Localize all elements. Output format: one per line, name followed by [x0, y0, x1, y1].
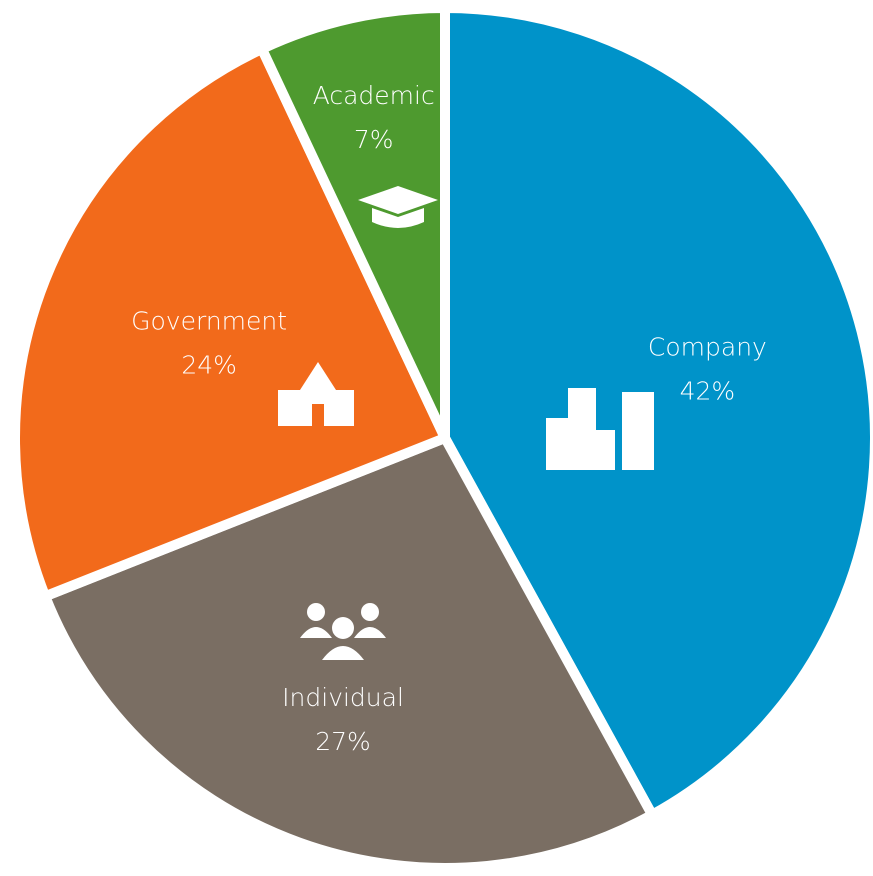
icons: [278, 186, 654, 660]
individual-icon: [300, 603, 386, 660]
pie-slice: [440, 3, 873, 820]
government-icon: [278, 362, 354, 426]
slice-value: 42%: [680, 377, 736, 406]
slice-value: 24%: [181, 351, 237, 380]
slice-label: Government: [131, 307, 287, 336]
pie: [10, 3, 873, 873]
labels: Company 42% Individual 27% Government 24% Acad…: [131, 81, 767, 756]
academic-icon: [358, 186, 438, 228]
pie-slice: [10, 43, 450, 602]
slice-label: Individual: [282, 683, 404, 712]
company-icon: [546, 388, 654, 470]
slice-value: 7%: [354, 125, 394, 154]
slice-label: Company: [648, 333, 767, 362]
slice-value: 27%: [315, 727, 371, 756]
pie-slice: [256, 3, 450, 443]
slice-label: Academic: [313, 81, 435, 110]
